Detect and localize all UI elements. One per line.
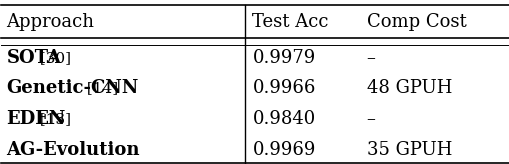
Text: [13]: [13] (35, 112, 71, 126)
Text: EDEN: EDEN (7, 110, 66, 128)
Text: 35 GPUH: 35 GPUH (366, 141, 451, 159)
Text: Genetic-CNN: Genetic-CNN (7, 79, 138, 97)
Text: Test Acc: Test Acc (252, 13, 328, 31)
Text: SOTA: SOTA (7, 49, 62, 67)
Text: 48 GPUH: 48 GPUH (366, 79, 451, 97)
Text: –: – (366, 110, 375, 128)
Text: Approach: Approach (7, 13, 94, 31)
Text: 0.9840: 0.9840 (252, 110, 315, 128)
Text: [14]: [14] (81, 82, 118, 95)
Text: 0.9979: 0.9979 (252, 49, 315, 67)
Text: 0.9966: 0.9966 (252, 79, 315, 97)
Text: –: – (366, 49, 375, 67)
Text: Comp Cost: Comp Cost (366, 13, 465, 31)
Text: AG-Evolution: AG-Evolution (7, 141, 139, 159)
Text: 0.9969: 0.9969 (252, 141, 315, 159)
Text: [30]: [30] (35, 51, 71, 65)
